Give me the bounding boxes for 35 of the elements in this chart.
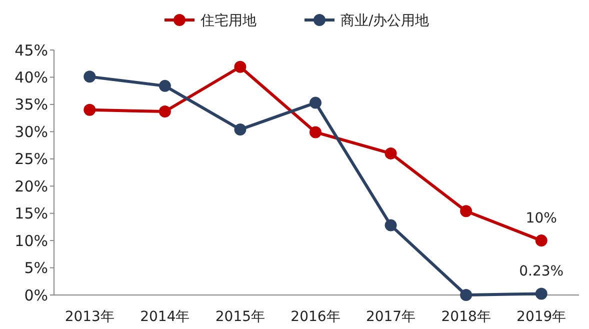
y-tick-label: 0% (24, 286, 48, 304)
y-tick-label: 15% (14, 204, 48, 223)
point (84, 104, 96, 116)
y-tick-label: 10% (14, 232, 48, 250)
x-tick-label: 2017年 (366, 309, 416, 325)
x-tick-label: 2014年 (140, 309, 190, 325)
legend-label: 住宅用地 (200, 12, 256, 29)
point (384, 219, 397, 232)
data-label: 0.23% (519, 264, 564, 280)
y-tick-label: 35% (14, 96, 48, 114)
y-tick-label: 5% (24, 259, 48, 278)
y-tick-label: 25% (14, 150, 48, 168)
x-tick-label: 2019年 (516, 309, 566, 325)
y-tick-label: 30% (14, 122, 48, 141)
point (535, 288, 548, 300)
point (460, 205, 472, 218)
point (158, 80, 171, 92)
point (84, 70, 96, 83)
point (460, 289, 472, 301)
x-tick-label: 2015年 (215, 309, 266, 325)
y-tick-label: 45% (14, 41, 48, 60)
y-tick-label: 20% (14, 177, 48, 196)
x-tick-label: 2013年 (64, 309, 114, 325)
x-tick-label: 2018年 (441, 309, 491, 325)
point (158, 106, 171, 118)
data-label: 10% (526, 210, 557, 227)
x-tick-label: 2016年 (290, 309, 340, 325)
point (234, 123, 246, 136)
y-tick-label: 40% (14, 68, 48, 86)
point (310, 96, 322, 109)
point (234, 60, 246, 73)
point (384, 147, 397, 160)
point (310, 126, 322, 138)
point (535, 234, 548, 247)
legend-label: 商业/办公用地 (340, 12, 430, 29)
